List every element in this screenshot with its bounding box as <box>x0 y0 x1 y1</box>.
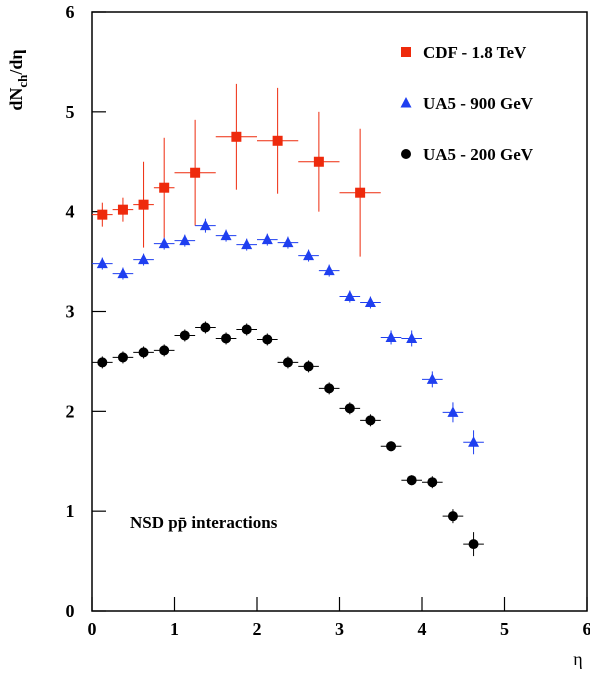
x-tick-label: 5 <box>500 619 509 639</box>
data-point <box>138 199 149 210</box>
x-tick-label: 0 <box>88 619 97 639</box>
data-point <box>365 415 376 426</box>
data-point <box>138 253 150 265</box>
data-point <box>468 539 479 550</box>
data-point <box>179 330 190 341</box>
data-point <box>96 257 108 269</box>
data-point <box>138 347 149 358</box>
data-point <box>303 361 314 372</box>
data-point <box>262 334 273 345</box>
legend-marker <box>401 47 411 57</box>
y-tick-label: 6 <box>66 2 75 22</box>
data-point <box>97 357 108 368</box>
y-tick-label: 4 <box>66 202 75 222</box>
data-point <box>303 249 315 261</box>
y-tick-label: 1 <box>66 501 75 521</box>
data-point <box>447 511 458 522</box>
data-point <box>97 209 108 220</box>
data-point <box>313 156 324 167</box>
annotation: NSD pp̄ interactions <box>130 513 278 532</box>
data-point <box>282 236 294 248</box>
data-point <box>221 333 232 344</box>
data-point <box>355 187 366 198</box>
data-point <box>117 204 128 215</box>
y-tick-label: 0 <box>66 601 75 621</box>
x-tick-label: 3 <box>335 619 344 639</box>
y-tick-label: 3 <box>66 302 75 322</box>
data-point <box>159 182 170 193</box>
data-point <box>199 219 211 231</box>
data-point <box>386 441 397 452</box>
data-point <box>406 475 417 486</box>
data-point <box>261 233 273 245</box>
legend-label: CDF - 1.8 TeV <box>423 43 527 62</box>
data-point <box>427 477 438 488</box>
data-point <box>385 331 397 342</box>
data-point <box>241 238 253 250</box>
data-point <box>344 403 355 414</box>
y-label-rest: /dη <box>6 49 26 75</box>
data-point <box>231 131 242 142</box>
data-point <box>324 383 335 394</box>
data-point <box>190 167 201 178</box>
x-tick-label: 4 <box>418 619 427 639</box>
data-point <box>406 332 418 343</box>
x-tick-label: 1 <box>170 619 179 639</box>
data-point <box>220 229 232 241</box>
data-point <box>159 345 170 356</box>
data-point <box>364 296 376 308</box>
data-point <box>323 264 335 276</box>
data-point <box>117 352 128 363</box>
data-point <box>179 234 191 246</box>
data-point <box>241 324 252 335</box>
y-tick-label: 2 <box>66 401 75 421</box>
data-point <box>426 373 438 384</box>
data-point <box>282 357 293 368</box>
data-point <box>468 436 480 447</box>
data-point <box>158 237 170 249</box>
x-axis-label: η <box>573 649 582 669</box>
y-tick-label: 5 <box>66 102 75 122</box>
y-label-sub: ch <box>15 74 30 88</box>
legend-marker <box>400 97 412 108</box>
legend-label: UA5 - 900 GeV <box>423 94 534 113</box>
x-tick-label: 2 <box>253 619 262 639</box>
data-point <box>447 406 459 417</box>
data-point <box>344 290 356 302</box>
data-point <box>200 322 211 333</box>
y-axis-label: dNch/dη <box>6 49 30 110</box>
x-tick-label: 6 <box>583 619 590 639</box>
legend-label: UA5 - 200 GeV <box>423 145 534 164</box>
data-point <box>117 267 129 279</box>
y-label-main: dN <box>6 88 26 111</box>
data-point <box>272 135 283 146</box>
legend-marker <box>401 149 411 159</box>
